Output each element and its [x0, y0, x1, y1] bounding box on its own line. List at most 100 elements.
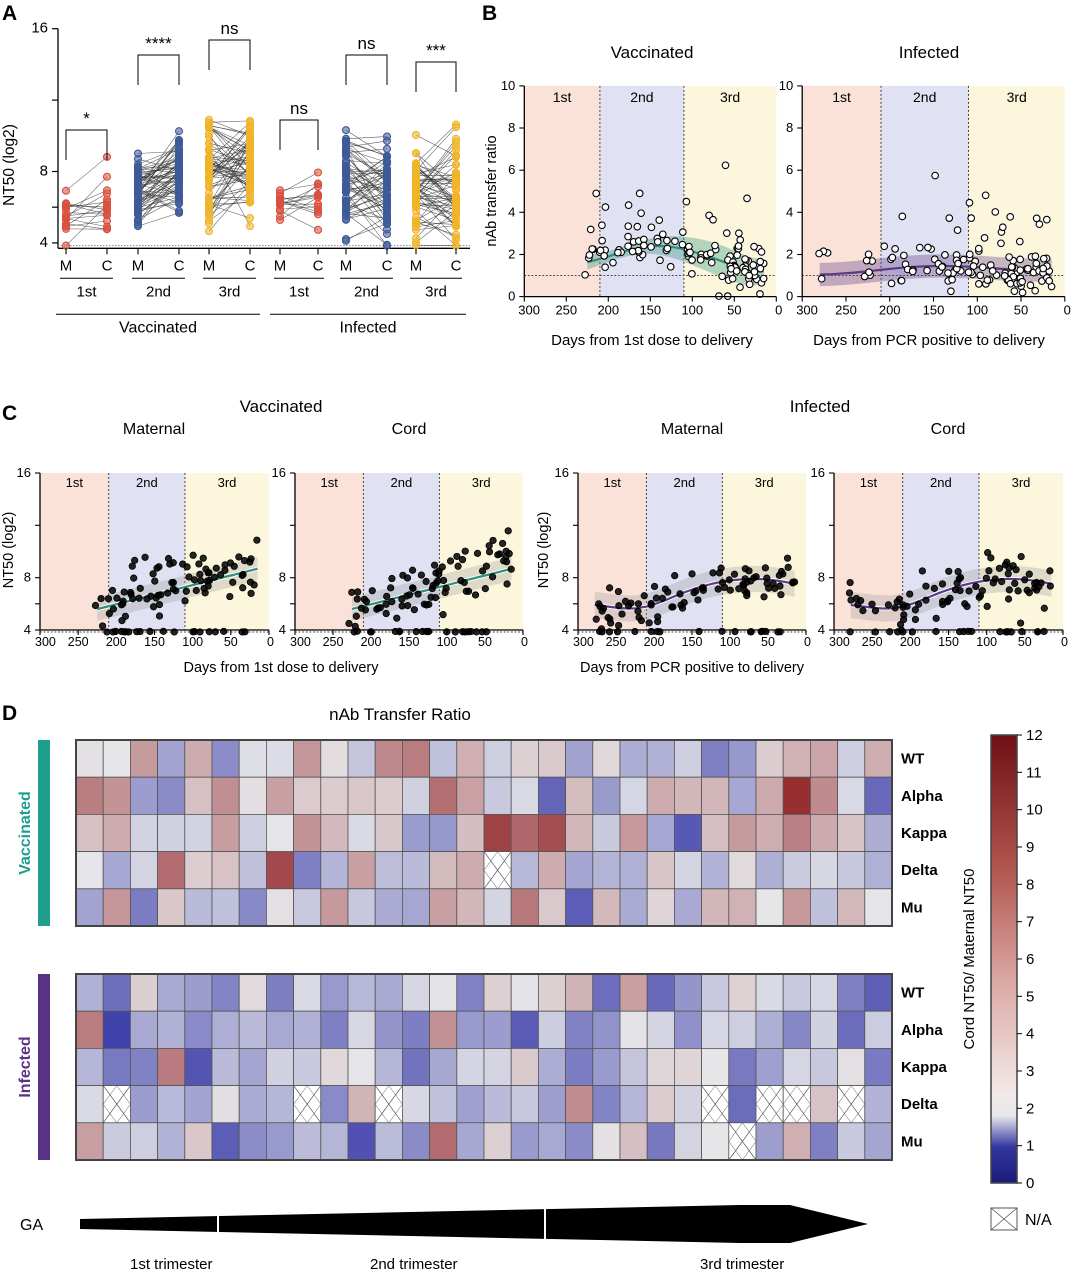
svg-text:150: 150 — [682, 635, 703, 649]
svg-text:Infected: Infected — [790, 400, 851, 416]
svg-text:NT50 (log2): NT50 (log2) — [1, 512, 17, 589]
svg-text:2: 2 — [1026, 1100, 1034, 1117]
svg-text:3rd: 3rd — [218, 475, 237, 490]
svg-text:C: C — [245, 257, 256, 274]
svg-text:250: 250 — [68, 635, 89, 649]
svg-text:M: M — [340, 257, 353, 274]
svg-text:12: 12 — [1026, 727, 1043, 744]
svg-text:NT50 (log2): NT50 (log2) — [1, 124, 18, 206]
svg-text:Kappa: Kappa — [901, 1059, 948, 1076]
svg-text:ns: ns — [221, 19, 239, 38]
svg-text:C: C — [313, 257, 324, 274]
svg-text:0: 0 — [1061, 635, 1068, 649]
svg-text:ns: ns — [290, 99, 308, 118]
svg-text:6: 6 — [1026, 951, 1034, 968]
svg-text:2: 2 — [508, 247, 515, 262]
svg-text:8: 8 — [40, 163, 48, 180]
svg-text:6: 6 — [786, 162, 793, 177]
svg-text:2nd: 2nd — [930, 475, 952, 490]
svg-text:50: 50 — [727, 303, 741, 318]
svg-text:7: 7 — [1026, 914, 1034, 931]
svg-text:4: 4 — [279, 622, 286, 637]
svg-text:8: 8 — [818, 570, 825, 585]
svg-text:300: 300 — [290, 635, 311, 649]
svg-text:2nd: 2nd — [136, 475, 158, 490]
svg-text:250: 250 — [606, 635, 627, 649]
svg-text:200: 200 — [361, 635, 382, 649]
svg-text:1st: 1st — [76, 283, 97, 300]
svg-text:Kappa: Kappa — [901, 825, 948, 842]
svg-text:6: 6 — [508, 162, 515, 177]
svg-text:nAb Transfer Ratio: nAb Transfer Ratio — [329, 705, 471, 724]
svg-text:Cord NT50/ Maternal NT50: Cord NT50/ Maternal NT50 — [961, 869, 978, 1050]
svg-text:200: 200 — [900, 635, 921, 649]
svg-text:1st trimester: 1st trimester — [130, 1256, 213, 1273]
svg-text:8: 8 — [786, 120, 793, 135]
svg-text:D: D — [2, 702, 17, 725]
svg-text:ns: ns — [358, 34, 376, 53]
svg-text:B: B — [482, 2, 497, 25]
svg-text:3rd: 3rd — [1007, 89, 1027, 105]
svg-text:300: 300 — [829, 635, 850, 649]
svg-text:150: 150 — [639, 303, 661, 318]
svg-text:1st: 1st — [860, 475, 878, 490]
svg-text:3rd: 3rd — [425, 283, 447, 300]
svg-text:0: 0 — [775, 303, 782, 318]
svg-text:250: 250 — [323, 635, 344, 649]
svg-text:1st: 1st — [289, 283, 310, 300]
svg-text:8: 8 — [279, 570, 286, 585]
svg-text:Alpha: Alpha — [901, 788, 943, 805]
svg-text:1st: 1st — [832, 89, 851, 105]
svg-text:50: 50 — [478, 635, 492, 649]
svg-text:M: M — [132, 257, 145, 274]
svg-text:Maternal: Maternal — [123, 421, 185, 438]
svg-text:4: 4 — [1026, 1026, 1034, 1043]
svg-text:***: *** — [426, 41, 446, 60]
svg-text:C: C — [382, 257, 393, 274]
svg-text:2nd: 2nd — [391, 475, 413, 490]
svg-text:2nd: 2nd — [146, 283, 171, 300]
svg-text:Mu: Mu — [901, 899, 923, 916]
svg-text:Days from 1st dose to delivery: Days from 1st dose to delivery — [183, 660, 379, 676]
svg-text:Maternal: Maternal — [661, 421, 723, 438]
svg-text:3rd: 3rd — [219, 283, 241, 300]
svg-text:A: A — [2, 2, 17, 25]
svg-text:10: 10 — [779, 78, 793, 93]
svg-text:300: 300 — [35, 635, 56, 649]
svg-text:0: 0 — [508, 289, 515, 304]
svg-text:100: 100 — [681, 303, 703, 318]
svg-text:3rd trimester: 3rd trimester — [700, 1256, 784, 1273]
svg-text:0: 0 — [1026, 1175, 1034, 1192]
svg-text:150: 150 — [938, 635, 959, 649]
svg-text:****: **** — [145, 34, 172, 53]
svg-text:8: 8 — [508, 120, 515, 135]
svg-text:2nd: 2nd — [630, 89, 653, 105]
svg-text:100: 100 — [720, 635, 741, 649]
svg-text:150: 150 — [399, 635, 420, 649]
svg-text:1st: 1st — [604, 475, 622, 490]
svg-text:3rd: 3rd — [1012, 475, 1031, 490]
svg-text:200: 200 — [644, 635, 665, 649]
svg-text:8: 8 — [24, 570, 31, 585]
svg-text:M: M — [274, 257, 287, 274]
svg-text:9: 9 — [1026, 839, 1034, 856]
svg-text:Days from PCR positive to deli: Days from PCR positive to delivery — [580, 660, 805, 676]
svg-text:1: 1 — [1026, 1138, 1034, 1155]
svg-text:4: 4 — [24, 622, 31, 637]
svg-text:M: M — [203, 257, 216, 274]
svg-text:50: 50 — [761, 635, 775, 649]
svg-text:16: 16 — [31, 20, 48, 37]
svg-text:Infected: Infected — [899, 43, 960, 62]
svg-text:3rd: 3rd — [472, 475, 491, 490]
svg-text:100: 100 — [437, 635, 458, 649]
svg-text:11: 11 — [1026, 764, 1042, 781]
svg-text:16: 16 — [17, 465, 31, 480]
svg-text:16: 16 — [811, 465, 825, 480]
svg-text:2nd: 2nd — [354, 283, 379, 300]
svg-text:C: C — [451, 257, 462, 274]
svg-text:10: 10 — [501, 78, 515, 93]
svg-text:C: C — [174, 257, 185, 274]
svg-text:2: 2 — [786, 247, 793, 262]
svg-text:2nd trimester: 2nd trimester — [370, 1256, 458, 1273]
svg-text:100: 100 — [966, 303, 988, 318]
